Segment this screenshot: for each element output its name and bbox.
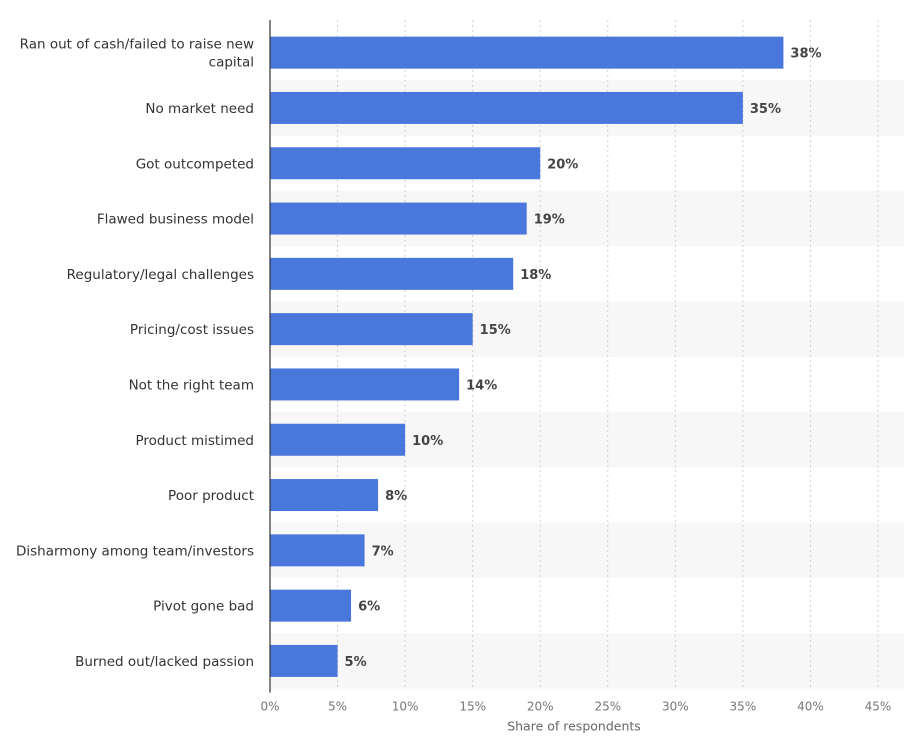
data-label: 35% [750, 102, 781, 117]
data-label: 6% [358, 600, 380, 615]
category-label: Pricing/cost issues [130, 322, 254, 338]
bar [270, 368, 460, 401]
bar [270, 644, 338, 677]
row-bands [270, 80, 904, 689]
data-label: 15% [480, 323, 511, 338]
x-tick-label: 15% [459, 700, 486, 714]
bar [270, 534, 365, 567]
category-label: Not the right team [129, 377, 254, 393]
category-label: No market need [145, 101, 254, 117]
row-band [270, 522, 904, 578]
category-label: Burned out/lacked passion [75, 654, 254, 670]
bars [270, 36, 784, 677]
x-tick-label: 35% [730, 700, 757, 714]
bar [270, 589, 352, 622]
data-label: 19% [534, 213, 565, 228]
category-labels: Ran out of cash/failed to raise new capit… [16, 37, 254, 670]
bar [270, 479, 379, 512]
gridlines [337, 20, 879, 689]
category-label: Ran out of cash/failed to raise new capit… [20, 37, 254, 71]
category-label: Product mistimed [135, 433, 254, 449]
x-axis-title: Share of respondents [507, 719, 641, 734]
value-labels: 38% 35% 20% 19% 18% 15% 14% 10% 8% 7% 6% 5% [345, 47, 822, 670]
x-tick-label: 0% [260, 700, 279, 714]
bar [270, 147, 541, 180]
bar [270, 36, 784, 69]
data-label: 18% [520, 268, 551, 283]
x-tick-label: 25% [594, 700, 621, 714]
bar [270, 313, 473, 346]
category-label: Got outcompeted [136, 156, 254, 172]
x-tick-label: 45% [865, 700, 892, 714]
x-tick-label: 20% [527, 700, 554, 714]
bar [270, 91, 743, 124]
data-label: 8% [385, 489, 407, 504]
data-label: 20% [547, 157, 578, 172]
category-label: Poor product [168, 488, 254, 504]
bar [270, 202, 527, 235]
category-label: Pivot gone bad [153, 599, 254, 615]
x-tick-label: 5% [328, 700, 347, 714]
bar [270, 257, 514, 290]
category-label: Disharmony among team/investors [16, 543, 254, 559]
x-tick-label: 30% [662, 700, 689, 714]
x-tick-label: 10% [392, 700, 419, 714]
data-label: 7% [372, 544, 394, 559]
row-band [270, 633, 904, 689]
data-label: 38% [790, 47, 821, 62]
x-tick-label: 40% [797, 700, 824, 714]
data-label: 5% [345, 655, 367, 670]
category-label: Regulatory/legal challenges [67, 267, 254, 283]
data-label: 14% [466, 378, 497, 393]
bar [270, 423, 406, 456]
x-tick-labels: 0% 5% 10% 15% 20% 25% 30% 35% 40% 45% [260, 700, 891, 714]
data-label: 10% [412, 434, 443, 449]
category-label: Flawed business model [97, 212, 254, 228]
